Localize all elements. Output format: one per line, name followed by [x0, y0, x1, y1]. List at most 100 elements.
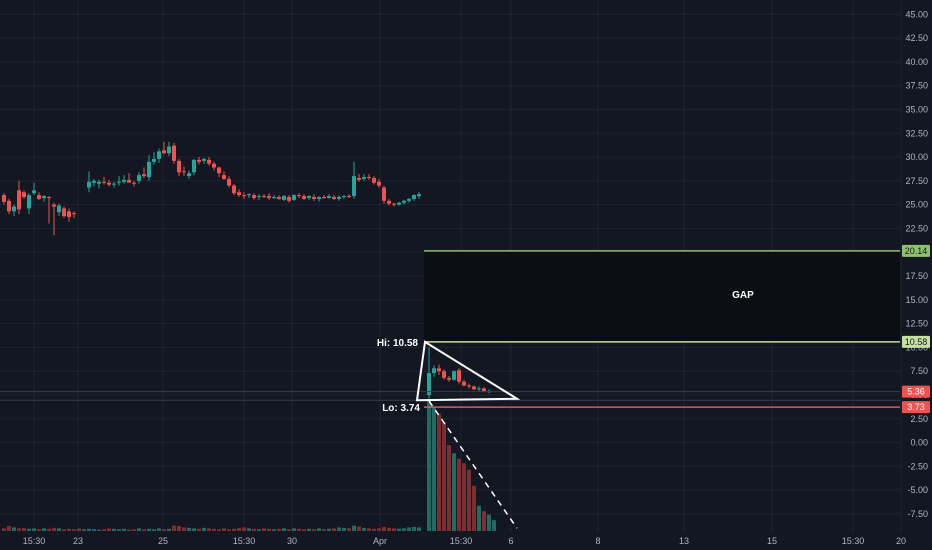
- candle-body[interactable]: [317, 197, 321, 199]
- candle-body[interactable]: [382, 187, 386, 201]
- trend-line-dashed[interactable]: [428, 400, 518, 529]
- candle-body[interactable]: [407, 198, 411, 201]
- candle-body[interactable]: [392, 203, 396, 205]
- candle-body[interactable]: [462, 381, 466, 386]
- candle-body[interactable]: [482, 388, 486, 392]
- candle-body[interactable]: [427, 373, 431, 395]
- candle-body[interactable]: [72, 213, 76, 215]
- candle-body[interactable]: [292, 195, 296, 200]
- candle-body[interactable]: [352, 176, 356, 197]
- candle-body[interactable]: [102, 181, 106, 183]
- candle-body[interactable]: [437, 368, 441, 372]
- candle-body[interactable]: [127, 179, 131, 183]
- candle-body[interactable]: [32, 190, 36, 194]
- candle-body[interactable]: [232, 185, 236, 194]
- candle-body[interactable]: [262, 196, 266, 198]
- candle-body[interactable]: [147, 161, 151, 178]
- time-axis[interactable]: 15:30 23 25 15:30 30 Apr 15:30 6 8 13 15 15:30 20: [23, 536, 906, 546]
- candle-body[interactable]: [467, 385, 471, 387]
- candle-body[interactable]: [137, 175, 141, 181]
- candle-body[interactable]: [87, 181, 91, 188]
- candle-body[interactable]: [287, 197, 291, 201]
- candle-body[interactable]: [62, 208, 66, 217]
- candle-body[interactable]: [197, 159, 201, 162]
- candle-body[interactable]: [217, 167, 221, 174]
- candle-body[interactable]: [257, 196, 261, 198]
- candle-body[interactable]: [187, 173, 191, 177]
- candle-body[interactable]: [7, 200, 11, 212]
- candle-body[interactable]: [142, 174, 146, 177]
- candle-body[interactable]: [177, 160, 181, 173]
- candle-body[interactable]: [12, 206, 16, 212]
- triangle-pattern[interactable]: [415, 340, 521, 402]
- candle-body[interactable]: [17, 190, 21, 210]
- candle-body[interactable]: [362, 177, 366, 179]
- candle-body[interactable]: [117, 181, 121, 183]
- candle-body[interactable]: [167, 146, 171, 154]
- candle-body[interactable]: [417, 194, 421, 197]
- candle-body[interactable]: [27, 195, 31, 209]
- candle-body[interactable]: [267, 196, 271, 198]
- candle-body[interactable]: [227, 178, 231, 186]
- candle-body[interactable]: [457, 370, 461, 382]
- candle-body[interactable]: [402, 200, 406, 203]
- candle-body[interactable]: [322, 197, 326, 199]
- candle-body[interactable]: [192, 159, 196, 173]
- candle-body[interactable]: [302, 196, 306, 199]
- candle-body[interactable]: [367, 177, 371, 179]
- candle-body[interactable]: [477, 388, 481, 390]
- candle-body[interactable]: [97, 181, 101, 184]
- candle-body[interactable]: [372, 177, 376, 183]
- candle-body[interactable]: [397, 202, 401, 205]
- candle-body[interactable]: [122, 179, 126, 182]
- candle-body[interactable]: [22, 192, 26, 198]
- candle-body[interactable]: [342, 196, 346, 198]
- candlestick-series[interactable]: [2, 141, 491, 399]
- candle-body[interactable]: [67, 211, 71, 218]
- candle-body[interactable]: [337, 197, 341, 199]
- candle-body[interactable]: [162, 150, 166, 154]
- candle-body[interactable]: [377, 181, 381, 186]
- candle-body[interactable]: [152, 158, 156, 162]
- candle-body[interactable]: [2, 195, 6, 202]
- candle-body[interactable]: [297, 195, 301, 197]
- candle-body[interactable]: [307, 196, 311, 198]
- candle-body[interactable]: [472, 386, 476, 390]
- candle-body[interactable]: [447, 377, 451, 380]
- candle-body[interactable]: [272, 197, 276, 199]
- candle-body[interactable]: [52, 204, 56, 207]
- candle-body[interactable]: [37, 195, 41, 199]
- candle-body[interactable]: [107, 182, 111, 185]
- candle-body[interactable]: [332, 197, 336, 199]
- candle-body[interactable]: [452, 371, 456, 380]
- candle-body[interactable]: [387, 200, 391, 204]
- candle-body[interactable]: [412, 195, 416, 199]
- candle-body[interactable]: [252, 195, 256, 198]
- candle-body[interactable]: [42, 196, 46, 198]
- candle-body[interactable]: [172, 145, 176, 161]
- candle-body[interactable]: [212, 163, 216, 168]
- drawing-tools[interactable]: Hi: 10.58 Lo: 3.74: [0, 250, 900, 529]
- candle-body[interactable]: [247, 194, 251, 196]
- candle-body[interactable]: [312, 197, 316, 199]
- candle-body[interactable]: [432, 368, 436, 374]
- candle-body[interactable]: [182, 171, 186, 173]
- candle-body[interactable]: [202, 158, 206, 161]
- candle-body[interactable]: [282, 196, 286, 200]
- candle-body[interactable]: [277, 197, 281, 199]
- candle-body[interactable]: [112, 183, 116, 185]
- candle-body[interactable]: [222, 175, 226, 179]
- candle-body[interactable]: [207, 159, 211, 164]
- candle-body[interactable]: [237, 192, 241, 196]
- candle-body[interactable]: [157, 151, 161, 159]
- candle-body[interactable]: [92, 180, 96, 183]
- candle-body[interactable]: [132, 182, 136, 184]
- candle-body[interactable]: [242, 195, 246, 197]
- candle-body[interactable]: [327, 196, 331, 198]
- candle-body[interactable]: [442, 371, 446, 378]
- candle-body[interactable]: [57, 205, 61, 213]
- candle-body[interactable]: [347, 196, 351, 198]
- candle-body[interactable]: [357, 177, 361, 180]
- candle-body[interactable]: [47, 197, 51, 199]
